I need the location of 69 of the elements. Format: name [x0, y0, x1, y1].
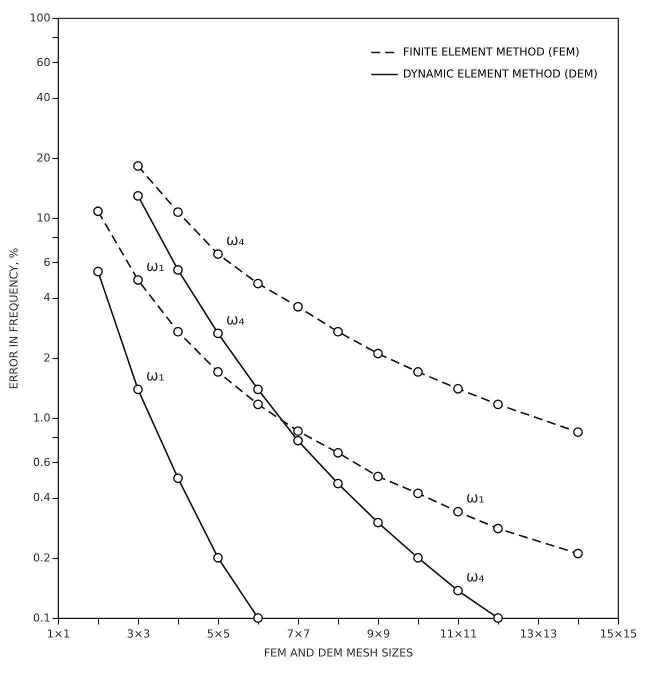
point [133, 161, 143, 171]
x-tick-label: 13×13 [520, 628, 558, 640]
x-axis-title: FEM AND DEM MESH SIZES [264, 646, 414, 660]
x-tick-label: 3×3 [126, 628, 150, 640]
annotation: ω₁ [466, 488, 485, 507]
y-tick-label: 40 [36, 91, 50, 104]
point [173, 207, 183, 217]
point [493, 524, 503, 534]
y-tick-label: 4 [44, 291, 50, 304]
annotation: ω₄ [226, 231, 245, 250]
point [453, 586, 463, 596]
point [173, 326, 183, 337]
point [453, 384, 463, 394]
point [253, 613, 263, 623]
y-tick-label: 0.1 [33, 612, 50, 624]
point [293, 426, 303, 436]
point [253, 399, 263, 410]
point [573, 548, 583, 558]
y-tick-label: 6 [44, 256, 50, 269]
point [173, 265, 183, 275]
point [333, 326, 343, 337]
point [333, 448, 343, 458]
y-tick-label: 0.4 [33, 491, 50, 504]
point [133, 384, 143, 394]
legend-label: FINITE ELEMENT METHOD (FEM) [403, 46, 580, 58]
point [333, 478, 343, 488]
point [293, 436, 303, 446]
point [373, 348, 383, 358]
point [93, 266, 103, 276]
point [413, 367, 423, 377]
point [373, 472, 383, 482]
y-tick-label: 0.2 [33, 551, 50, 564]
x-tick-label: 11×11 [440, 628, 478, 640]
point [413, 552, 423, 563]
annotation: ω₁ [146, 366, 165, 384]
y-tick-label: 20 [36, 151, 50, 164]
x-tick-label: 1×1 [46, 628, 70, 640]
x-tick-label: 9×9 [366, 628, 390, 640]
point [213, 552, 223, 563]
y-tick-label: 1.0 [33, 412, 50, 424]
point [413, 488, 423, 498]
y-tick-label: 2 [44, 351, 50, 364]
y-tick-label: 10 [36, 212, 50, 224]
point [213, 249, 223, 259]
annotation: ω₄ [226, 310, 245, 328]
point [453, 506, 463, 517]
point [173, 473, 183, 484]
annotation: ω₁ [146, 256, 165, 275]
annotation: ω₄ [466, 568, 485, 586]
point [493, 399, 503, 410]
point [213, 367, 223, 377]
point [253, 278, 263, 288]
point [493, 613, 503, 623]
y-axis-title: ERROR IN FREQUENCY, % [8, 248, 21, 390]
point [133, 275, 143, 285]
point [213, 328, 223, 338]
point [253, 384, 263, 394]
y-tick-label: 100 [30, 12, 50, 24]
x-tick-label: 5×5 [206, 628, 230, 640]
point [573, 427, 583, 437]
legend-label: DYNAMIC ELEMENT METHOD (DEM) [403, 68, 598, 80]
point [373, 518, 383, 528]
y-tick-label: 0.6 [33, 456, 50, 469]
x-tick-label: 7×7 [286, 628, 310, 640]
x-tick-label: 15×15 [600, 628, 638, 640]
point [293, 302, 303, 312]
point [93, 206, 103, 216]
point [133, 191, 143, 201]
y-tick-label: 60 [36, 56, 50, 69]
